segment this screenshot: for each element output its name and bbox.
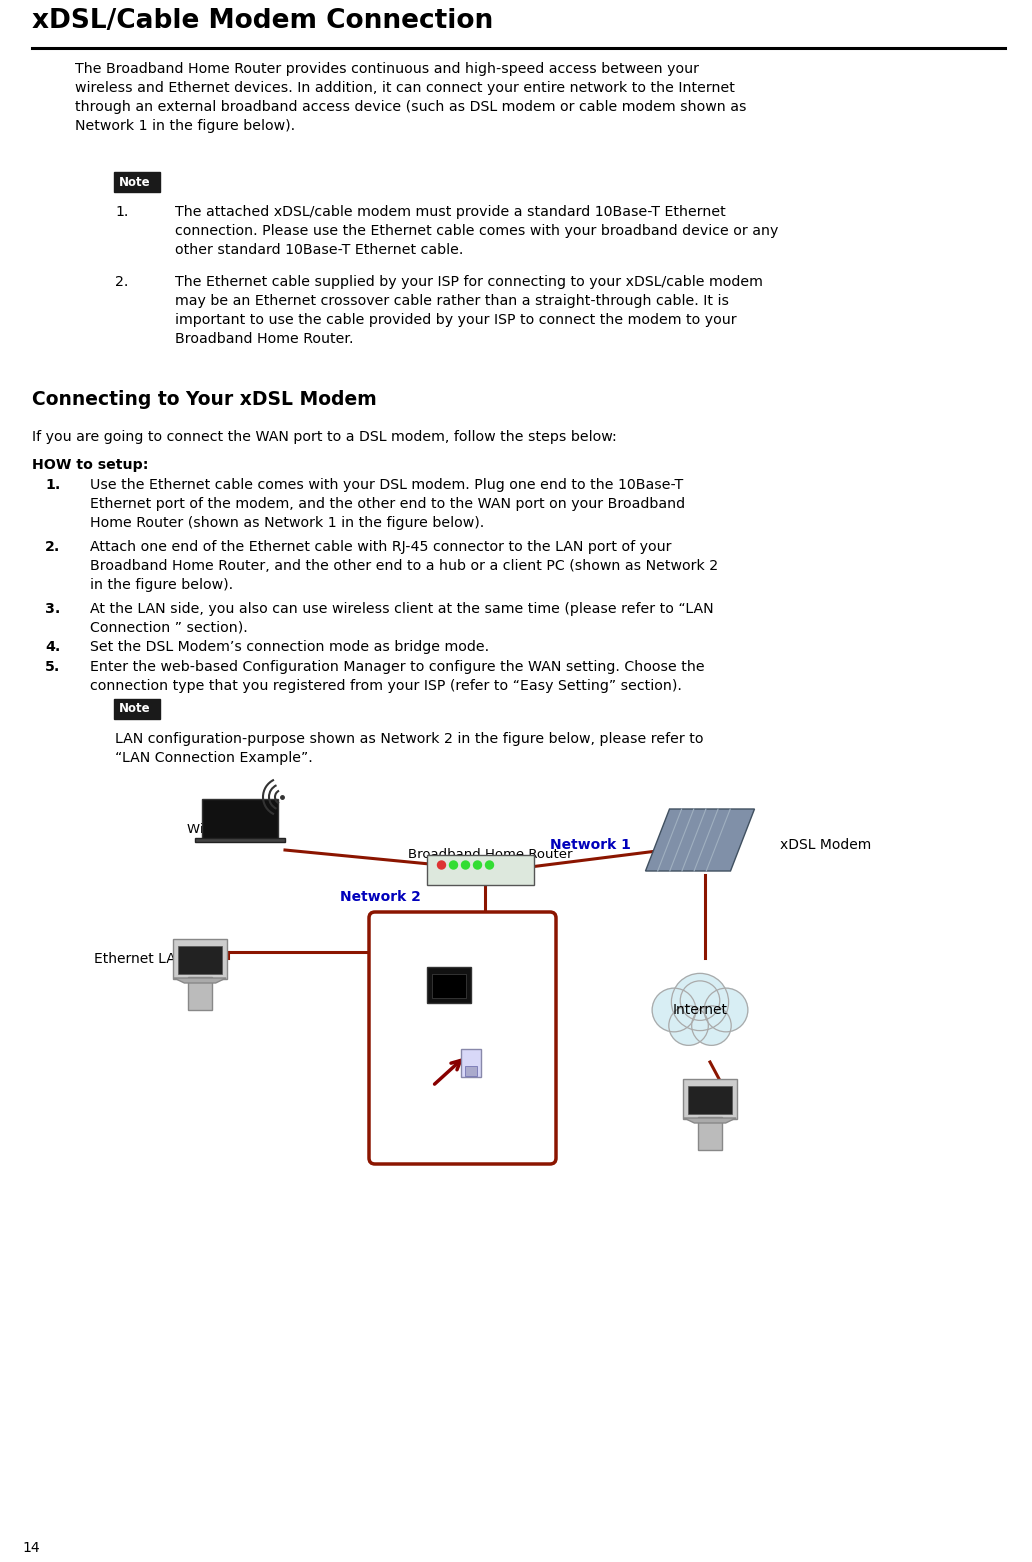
Polygon shape [645,809,754,872]
Polygon shape [174,978,226,982]
FancyBboxPatch shape [431,975,465,998]
FancyBboxPatch shape [178,945,222,975]
Text: Note: Note [119,175,151,189]
Text: Use the Ethernet cable comes with your DSL modem. Plug one end to the 10Base-T
E: Use the Ethernet cable comes with your D… [90,478,685,530]
Circle shape [691,1006,732,1045]
Circle shape [652,989,696,1032]
Circle shape [672,973,729,1031]
Text: The Broadband Home Router provides continuous and high-speed access between your: The Broadband Home Router provides conti… [75,62,746,133]
Text: Connecting to Your xDSL Modem: Connecting to Your xDSL Modem [32,390,377,409]
FancyBboxPatch shape [426,854,534,886]
Text: The Ethernet cable supplied by your ISP for connecting to your xDSL/cable modem
: The Ethernet cable supplied by your ISP … [175,275,763,345]
Text: Network 1: Network 1 [550,837,631,851]
Text: Broadband Home Router: Broadband Home Router [408,848,573,861]
Text: At the LAN side, you also can use wireless client at the same time (please refer: At the LAN side, you also can use wirele… [90,601,713,634]
Circle shape [704,989,748,1032]
Text: The attached xDSL/cable modem must provide a standard 10Base-T Ethernet
connecti: The attached xDSL/cable modem must provi… [175,205,778,256]
Text: Set the DSL Modem’s connection mode as bridge mode.: Set the DSL Modem’s connection mode as b… [90,640,489,654]
FancyBboxPatch shape [369,912,556,1164]
FancyBboxPatch shape [698,1117,722,1150]
Text: 1.: 1. [45,478,61,492]
Circle shape [450,861,457,868]
Text: If you are going to connect the WAN port to a DSL modem, follow the steps below:: If you are going to connect the WAN port… [32,430,617,444]
Text: 14: 14 [22,1542,39,1556]
Polygon shape [684,1118,736,1123]
FancyBboxPatch shape [688,1086,732,1114]
FancyBboxPatch shape [464,1065,477,1076]
Text: xDSL Modem: xDSL Modem [780,837,871,851]
Text: Enter the web-based Configuration Manager to configure the WAN setting. Choose t: Enter the web-based Configuration Manage… [90,661,705,694]
FancyBboxPatch shape [683,1078,737,1118]
Text: 1.: 1. [115,205,128,219]
Circle shape [669,1006,708,1045]
Text: xDSL/Cable Modem Connection: xDSL/Cable Modem Connection [32,8,493,34]
Text: Network 2: Network 2 [340,890,420,904]
Circle shape [474,861,482,868]
FancyBboxPatch shape [114,700,160,719]
Text: Note: Note [119,703,151,715]
Text: Wireless LAN: Wireless LAN [187,823,273,836]
Text: 2.: 2. [115,275,128,289]
Text: 2.: 2. [45,540,61,555]
Text: Attach one end of the Ethernet cable with RJ-45 connector to the LAN port of you: Attach one end of the Ethernet cable wit… [90,540,718,592]
Circle shape [485,861,493,868]
Polygon shape [195,837,285,842]
Text: 5.: 5. [45,661,61,673]
Circle shape [680,981,719,1020]
Text: LAN configuration-purpose shown as Network 2 in the figure below, please refer t: LAN configuration-purpose shown as Netwo… [115,733,704,765]
Text: 3.: 3. [45,601,61,615]
FancyBboxPatch shape [202,798,278,840]
Text: Internet: Internet [673,1003,728,1017]
FancyBboxPatch shape [460,1050,481,1078]
FancyBboxPatch shape [188,976,212,1011]
Text: HOW to setup:: HOW to setup: [32,458,149,472]
Circle shape [461,861,470,868]
Text: 4.: 4. [45,640,61,654]
FancyBboxPatch shape [426,967,471,1003]
Text: Ethernet LAN: Ethernet LAN [94,951,186,965]
FancyBboxPatch shape [173,939,227,979]
FancyBboxPatch shape [114,172,160,192]
Circle shape [438,861,446,868]
